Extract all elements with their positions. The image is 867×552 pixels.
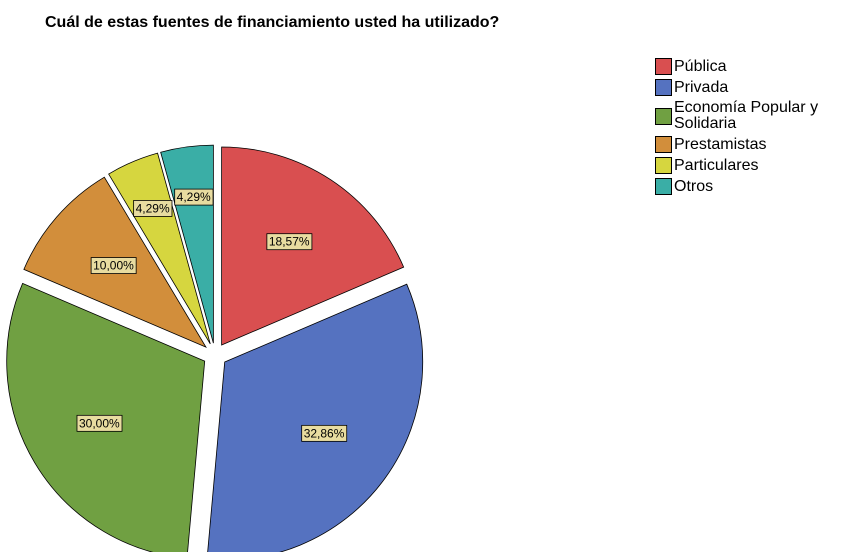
legend-swatch (655, 58, 672, 75)
pie-slice (207, 283, 424, 552)
legend-swatch (655, 79, 672, 96)
data-label: 10,00% (93, 259, 134, 273)
legend-label: Prestamistas (674, 135, 767, 153)
legend-label: Otros (674, 177, 714, 195)
legend-item: Otros (655, 178, 867, 195)
legend: Pública Privada Economía Popular y Solidar… (655, 58, 867, 199)
legend-item: Privada (655, 79, 867, 96)
data-label-box (76, 414, 123, 432)
data-label-box (133, 200, 173, 217)
legend-label: Privada (674, 78, 729, 96)
chart-title: Cuál de estas fuentes de financiamiento … (45, 14, 499, 31)
legend-swatch (655, 178, 672, 195)
legend-item: Prestamistas (655, 136, 867, 153)
legend-swatch (655, 136, 672, 153)
data-label-box (266, 233, 313, 251)
legend-item: Economía Popular y Solidaria (655, 100, 867, 132)
data-label-box (90, 257, 137, 274)
data-label: 18,57% (269, 235, 310, 249)
data-label: 32,86% (304, 426, 345, 440)
legend-label: Particulares (674, 156, 759, 174)
data-label: 30,00% (79, 416, 120, 430)
legend-label: Economía Popular y Solidaria (674, 99, 819, 132)
legend-label: Pública (674, 57, 727, 75)
legend-item: Particulares (655, 157, 867, 174)
legend-swatch (655, 157, 672, 174)
data-label-box (174, 188, 214, 206)
data-label-box (301, 424, 348, 442)
legend-swatch (655, 107, 672, 125)
legend-item: Pública (655, 58, 867, 75)
pie-slice (221, 146, 405, 346)
data-label: 4,29% (177, 190, 211, 204)
data-label: 4,29% (136, 201, 170, 215)
